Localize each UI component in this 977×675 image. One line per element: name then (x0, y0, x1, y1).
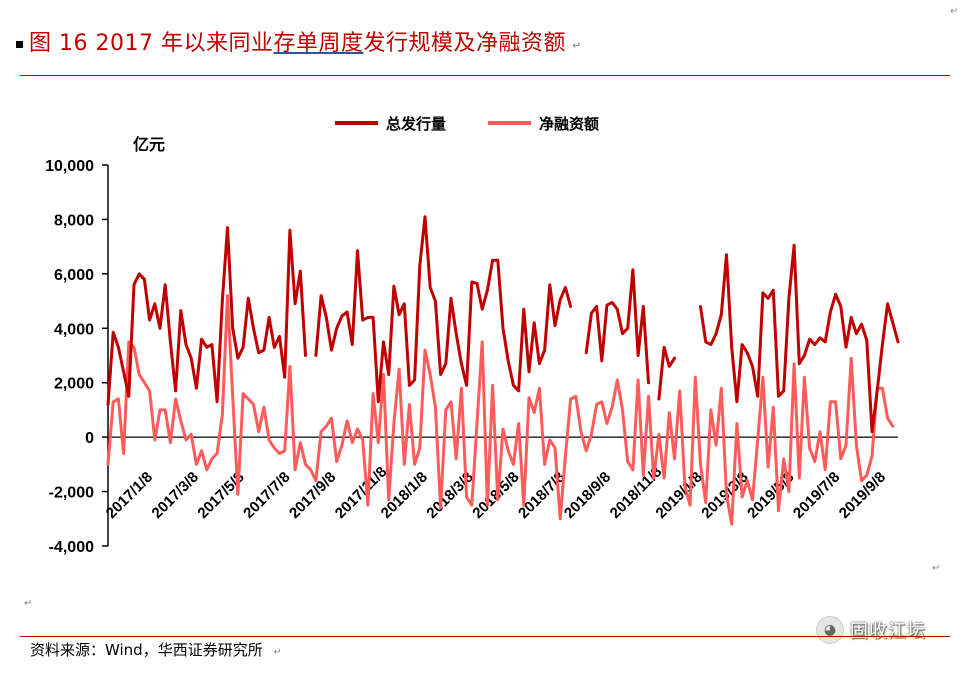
bullet-icon (16, 40, 23, 48)
return-mark-corner-icon: ↵ (950, 6, 959, 17)
y-tick-label: 10,000 (45, 158, 94, 175)
top-divider (20, 75, 950, 76)
return-mark-right-icon: ↵ (932, 563, 941, 574)
series-line-issuance (106, 215, 900, 434)
watermark: ◕ 固收江坛 (816, 616, 926, 644)
legend-label-issuance: 总发行量 (386, 115, 446, 133)
source-text: 资料来源：Wind，华西证券研究所 (30, 641, 263, 659)
y-tick-label: -4,000 (49, 539, 94, 556)
x-tick-label: 2017/7/8 (240, 469, 293, 522)
chart: 总发行量 净融资额 亿元 -4,000 -2,000 0 2,000 4,000 6,00… (45, 115, 900, 556)
figure-title: 图 16 2017 年以来同业存单周度发行规模及净融资额 (29, 25, 566, 57)
y-axis-unit-label: 亿元 (133, 135, 165, 154)
source-return-mark-icon: ↵ (273, 647, 282, 658)
watermark-text: 固收江坛 (850, 621, 926, 642)
legend-label-net-financing: 净融资额 (539, 115, 599, 133)
return-mark-icon: ↵ (572, 38, 582, 52)
y-tick-label: 6,000 (54, 267, 94, 284)
y-tick-label: 4,000 (54, 321, 94, 338)
y-tick-label: 8,000 (54, 212, 94, 229)
x-tick-label: 2017/1/8 (103, 469, 156, 522)
x-tick-label: 2018/9/8 (561, 469, 614, 522)
figure-title-row: 图 16 2017 年以来同业存单周度发行规模及净融资额 ↵ (16, 24, 581, 58)
legend: 总发行量 净融资额 (335, 115, 599, 133)
y-axis: -4,000 -2,000 0 2,000 4,000 6,000 8,000 10,000 (45, 158, 109, 556)
return-mark-left-icon: ↵ (24, 598, 33, 609)
y-tick-label: 0 (85, 430, 94, 447)
y-tick-label: -2,000 (49, 485, 94, 502)
y-tick-label: 2,000 (54, 376, 94, 393)
title-suffix: 发行规模及净融资额 (363, 31, 566, 56)
x-tick-label: 2017/3/8 (149, 469, 202, 522)
bottom-divider (20, 636, 950, 637)
title-prefix: 图 16 2017 年以来同业 (29, 31, 274, 56)
series-line-net-financing (106, 294, 895, 526)
source-note: 资料来源：Wind，华西证券研究所 ↵ (30, 639, 282, 660)
title-underlined: 存单周度 (273, 31, 364, 56)
x-tick-label: 2018/3/8 (423, 469, 476, 522)
series-layer (106, 215, 900, 526)
wechat-icon: ◕ (816, 616, 844, 644)
